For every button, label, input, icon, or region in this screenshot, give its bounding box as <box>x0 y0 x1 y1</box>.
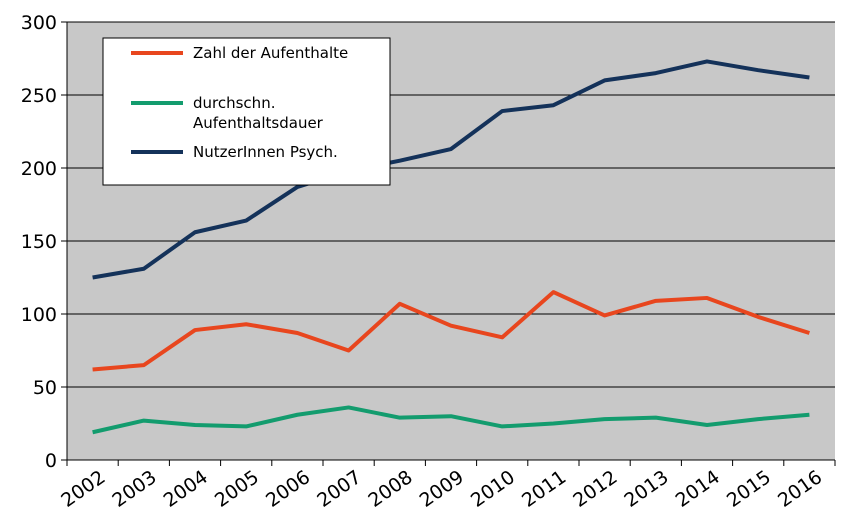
y-tick-label: 200 <box>21 158 57 180</box>
series-line <box>92 290 810 372</box>
x-tick-label: 2004 <box>160 466 212 512</box>
x-tick-label: 2006 <box>262 466 314 512</box>
x-tick-label: 2015 <box>723 466 775 512</box>
x-tick-label: 2009 <box>416 466 468 512</box>
x-tick-label: 2014 <box>672 466 724 512</box>
x-tick-label: 2016 <box>774 466 826 512</box>
x-tick-label: 2003 <box>108 466 160 512</box>
x-tick-label: 2012 <box>569 466 621 512</box>
y-tick-label: 300 <box>21 12 57 34</box>
x-tick-label: 2011 <box>518 466 570 512</box>
series-line <box>92 59 810 280</box>
x-tick-label: 2013 <box>620 466 672 512</box>
x-tick-label: 2010 <box>467 466 519 512</box>
x-tick-label: 2007 <box>313 466 365 512</box>
x-tick-label: 2005 <box>211 466 263 512</box>
legend-label: Zahl der Aufenthalte <box>193 44 348 62</box>
y-tick-label: 100 <box>21 304 57 326</box>
legend: Zahl der Aufenthalte durchschn. Aufenthalt… <box>102 37 391 186</box>
y-tick-label: 0 <box>45 450 57 472</box>
series-line <box>92 405 810 435</box>
y-tick-label: 50 <box>33 377 57 399</box>
legend-label: durchschn. Aufenthaltsdauer <box>193 94 324 132</box>
y-tick-label: 250 <box>21 85 57 107</box>
x-tick-label: 2008 <box>364 466 416 512</box>
x-tick-label: 2002 <box>57 466 109 512</box>
y-tick-label: 150 <box>21 231 57 253</box>
legend-box <box>102 37 391 186</box>
legend-label: NutzerInnen Psych. <box>193 143 338 161</box>
